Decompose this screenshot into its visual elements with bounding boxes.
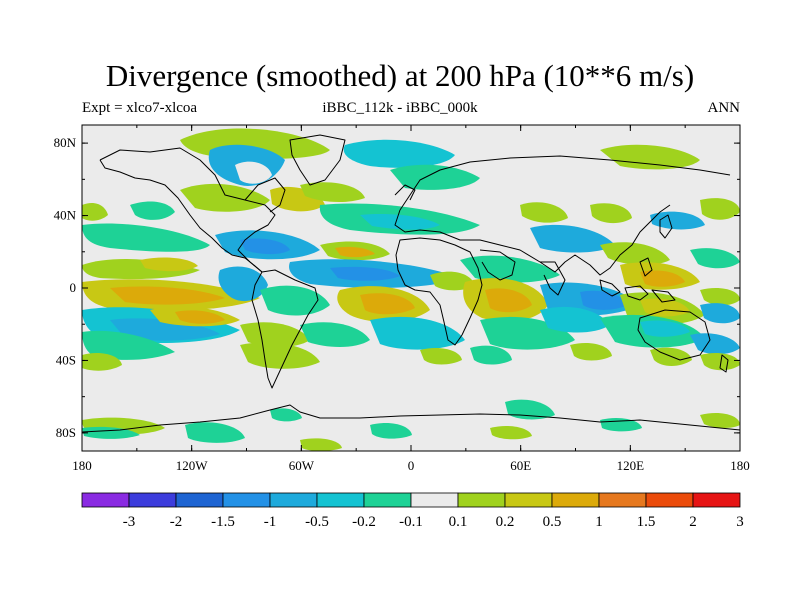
coastlines: [82, 134, 740, 433]
colorbar-label: 3: [736, 514, 744, 530]
divergence-contours: [82, 128, 740, 451]
colorbar-swatch: [504, 492, 553, 508]
colorbar-swatch: [81, 492, 130, 508]
experiment-label: Expt = xlco7-xlcoa: [82, 100, 198, 116]
colorbar-swatch: [645, 492, 694, 508]
lat-tick-label: 40S: [56, 352, 76, 367]
lon-tick-label: 60E: [510, 458, 531, 473]
colorbar-label: -0.1: [399, 514, 423, 530]
plot-title: Divergence (smoothed) at 200 hPa (10**6 …: [105, 58, 695, 93]
colorbar-swatch: [363, 492, 412, 508]
lon-tick-label: 60W: [289, 458, 315, 473]
colorbar-label: -1: [264, 514, 277, 530]
colorbar-swatch: [175, 492, 224, 508]
colorbar-swatch: [598, 492, 647, 508]
lat-tick-label: 40N: [54, 208, 77, 223]
colorbar-swatch: [551, 492, 600, 508]
colorbar-label: -2: [170, 514, 183, 530]
season-label: ANN: [707, 100, 741, 116]
lon-tick-label: 120E: [617, 458, 645, 473]
lat-tick-label: 0: [70, 280, 77, 295]
colorbar-label: -1.5: [211, 514, 235, 530]
difference-label: iBBC_112k - iBBC_000k: [322, 100, 478, 116]
lat-tick-label: 80N: [54, 135, 77, 150]
colorbar-label: 0.5: [543, 514, 562, 530]
colorbar-swatch: [410, 492, 459, 508]
lon-tick-label: 180: [72, 458, 92, 473]
colorbar-swatch: [316, 492, 365, 508]
colorbar-swatch: [692, 492, 741, 508]
map-area: [82, 125, 740, 451]
colorbar-swatch: [222, 492, 271, 508]
lon-tick-label: 0: [408, 458, 415, 473]
axis-ticks: 80N 40N 0 40S 80S 180 120W 60W 0 60E 120E 180: [54, 125, 750, 473]
colorbar-label: -3: [123, 514, 136, 530]
colorbar-label: -0.2: [352, 514, 376, 530]
colorbar-label: 0.1: [449, 514, 468, 530]
colorbar: -3 -2 -1.5 -1 -0.5 -0.2 -0.1 0.1 0.2 0.5 1 1.5 2 3: [81, 492, 744, 530]
colorbar-swatch: [457, 492, 506, 508]
colorbar-label: -0.5: [305, 514, 329, 530]
lon-tick-label: 120W: [176, 458, 209, 473]
lon-tick-label: 180: [730, 458, 750, 473]
colorbar-label: 1: [595, 514, 603, 530]
colorbar-label: 1.5: [637, 514, 656, 530]
colorbar-label: 0.2: [496, 514, 515, 530]
colorbar-swatch: [128, 492, 177, 508]
colorbar-swatch: [269, 492, 318, 508]
lat-tick-label: 80S: [56, 425, 76, 440]
colorbar-label: 2: [689, 514, 697, 530]
